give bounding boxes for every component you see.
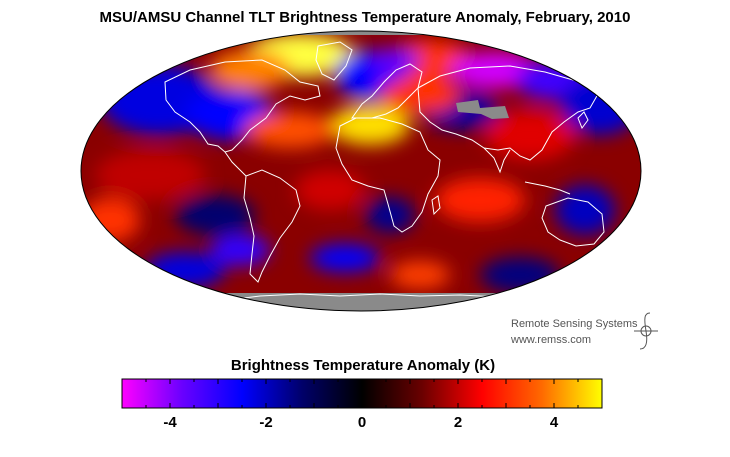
map-title: MSU/AMSU Channel TLT Brightness Temperat… — [99, 9, 631, 26]
colorbar — [121, 378, 603, 409]
coastlines — [164, 41, 629, 301]
rss-logo-icon — [634, 312, 658, 350]
credit-url: www.remss.com — [511, 334, 592, 346]
globe-outline — [80, 30, 642, 312]
colorbar-title: Brightness Temperature Anomaly (K) — [230, 357, 496, 374]
credit-org: Remote Sensing Systems — [511, 318, 638, 330]
colorbar-ticks — [121, 379, 603, 408]
credit-block: Remote Sensing Systems www.remss.com — [511, 316, 638, 348]
